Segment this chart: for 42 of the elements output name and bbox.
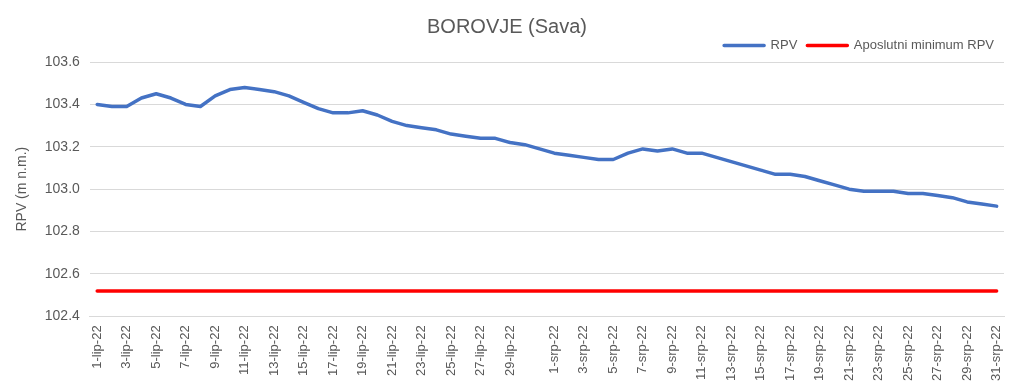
x-tick-label: 19-srp-22	[811, 325, 827, 381]
x-tick-label: 13-srp-22	[722, 325, 738, 381]
x-tick-label: 15-lip-22	[295, 325, 311, 376]
x-tick-label: 29-lip-22	[501, 325, 517, 376]
x-tick-label: 27-lip-22	[472, 325, 488, 376]
x-tick-label: 25-lip-22	[442, 325, 458, 376]
x-tick-label: 3-lip-22	[118, 325, 134, 369]
x-tick-label: 21-lip-22	[383, 325, 399, 376]
y-tick-label: 102.6	[44, 264, 81, 281]
chart-title: BOROVJE (Sava)	[426, 14, 588, 37]
x-tick-label: 15-srp-22	[752, 325, 768, 381]
x-tick-label: 13-lip-22	[265, 325, 281, 376]
x-tick-label: 11-srp-22	[693, 325, 709, 381]
y-tick-label: 102.4	[44, 307, 81, 324]
y-tick-label: 103.6	[44, 52, 81, 69]
x-tick-label: 3-srp-22	[575, 325, 591, 374]
x-tick-label: 7-lip-22	[177, 325, 193, 369]
x-tick-label: 11-lip-22	[236, 325, 252, 375]
x-tick-label: 27-srp-22	[929, 325, 945, 381]
x-tick-label: 21-srp-22	[840, 325, 856, 381]
x-tick-label: 7-srp-22	[634, 325, 650, 374]
x-tick-label: 29-srp-22	[958, 325, 974, 381]
y-tick-label: 103.4	[44, 95, 81, 112]
x-tick-label: 25-srp-22	[899, 325, 915, 381]
y-axis-title: RPV (m n.m.)	[13, 146, 30, 232]
legend-label: Aposlutni minimum RPV	[853, 37, 995, 53]
x-tick-label: 5-lip-22	[147, 325, 163, 369]
x-tick-label: 23-lip-22	[413, 325, 429, 376]
legend-label: RPV	[770, 37, 798, 53]
x-tick-label: 31-srp-22	[988, 325, 1004, 381]
y-tick-label: 103.0	[44, 180, 81, 197]
x-tick-label: 23-srp-22	[870, 325, 886, 381]
y-tick-label: 103.2	[44, 137, 81, 154]
x-tick-label: 17-lip-22	[324, 325, 340, 376]
x-tick-label: 19-lip-22	[354, 325, 370, 376]
x-tick-label: 1-lip-22	[88, 325, 104, 369]
x-tick-label: 9-lip-22	[206, 325, 222, 369]
y-tick-label: 102.8	[44, 222, 81, 239]
x-tick-label: 1-srp-22	[545, 325, 561, 374]
x-tick-label: 5-srp-22	[604, 325, 620, 374]
x-tick-label: 17-srp-22	[781, 325, 797, 381]
x-tick-label: 9-srp-22	[663, 325, 679, 374]
